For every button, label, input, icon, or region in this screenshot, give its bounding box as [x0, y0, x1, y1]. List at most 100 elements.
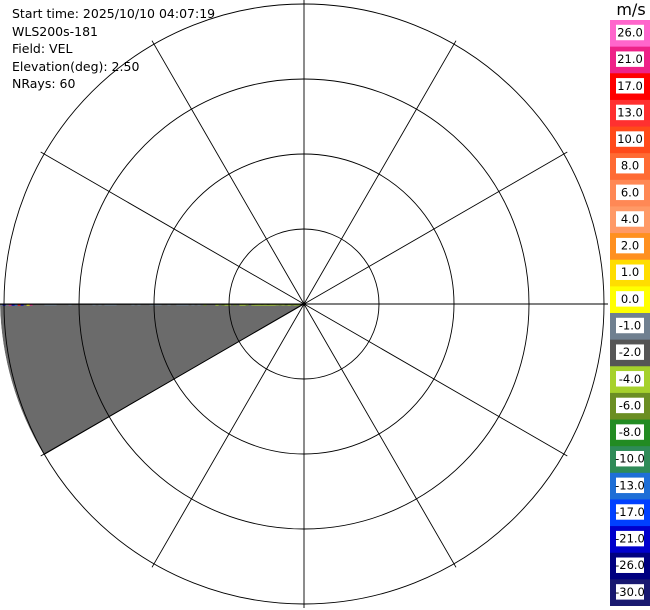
velocity-gate — [55, 239, 58, 242]
velocity-gate — [113, 213, 116, 216]
velocity-gate — [242, 286, 245, 289]
velocity-gate — [92, 298, 95, 301]
velocity-gate — [9, 285, 12, 288]
velocity-gate — [156, 291, 159, 294]
velocity-gate — [86, 221, 89, 224]
velocity-gate — [37, 208, 40, 211]
velocity-gate — [33, 164, 36, 167]
velocity-gate — [55, 257, 58, 260]
velocity-gate — [78, 210, 81, 213]
velocity-gate — [213, 261, 216, 264]
velocity-gate — [43, 201, 46, 204]
velocity-gate — [205, 263, 208, 266]
velocity-gate — [87, 228, 90, 231]
velocity-gate — [65, 236, 68, 239]
velocity-gate — [139, 244, 142, 247]
velocity-gate — [147, 225, 150, 228]
velocity-gate — [208, 257, 211, 260]
velocity-gate — [65, 210, 68, 213]
velocity-gate — [131, 249, 134, 252]
velocity-gate — [165, 250, 168, 253]
velocity-gate — [270, 300, 273, 303]
velocity-gate — [116, 299, 119, 302]
velocity-gate — [206, 301, 209, 304]
velocity-gate — [57, 232, 60, 235]
velocity-gate — [56, 147, 59, 150]
velocity-gate — [39, 297, 42, 300]
velocity-gate — [100, 191, 103, 194]
velocity-gate — [207, 258, 210, 261]
velocity-gate — [291, 300, 294, 303]
velocity-gate — [101, 253, 104, 256]
velocity-gate — [133, 200, 136, 203]
velocity-gate — [124, 224, 127, 227]
velocity-gate — [30, 281, 33, 284]
velocity-gate — [62, 248, 65, 251]
velocity-gate — [70, 230, 73, 233]
velocity-gate — [30, 294, 33, 297]
velocity-gate — [69, 161, 72, 164]
velocity-gate — [192, 242, 195, 245]
velocity-gate — [155, 210, 158, 213]
velocity-gate — [180, 221, 183, 224]
velocity-gate — [110, 304, 114, 306]
velocity-gate — [195, 249, 198, 252]
velocity-gate — [173, 247, 176, 250]
velocity-gate — [125, 223, 128, 226]
velocity-gate — [124, 281, 127, 284]
colorbar-tick-label: -26.0 — [615, 558, 645, 572]
velocity-gate — [138, 286, 141, 289]
velocity-gate — [291, 299, 294, 302]
velocity-gate — [92, 215, 95, 218]
velocity-gate — [267, 287, 270, 290]
velocity-gate — [17, 247, 20, 250]
velocity-gate — [204, 298, 207, 301]
velocity-gate — [242, 300, 245, 303]
velocity-gate — [36, 220, 39, 223]
velocity-gate — [98, 171, 101, 174]
velocity-gate — [185, 250, 188, 253]
velocity-gate — [81, 289, 84, 292]
velocity-gate — [153, 270, 156, 273]
velocity-gate — [48, 221, 51, 224]
velocity-gate — [64, 141, 67, 144]
velocity-gate — [75, 286, 78, 289]
velocity-gate — [45, 180, 48, 183]
velocity-gate — [267, 298, 270, 301]
velocity-gate — [279, 299, 282, 302]
velocity-gate — [175, 236, 178, 239]
velocity-gate — [171, 289, 174, 292]
velocity-gate — [249, 296, 252, 299]
velocity-gate — [109, 229, 112, 232]
velocity-gate — [93, 292, 96, 295]
velocity-gate — [58, 168, 61, 171]
velocity-gate — [36, 179, 39, 182]
velocity-gate — [145, 252, 148, 255]
velocity-gate — [176, 263, 179, 266]
velocity-gate — [116, 221, 119, 224]
velocity-gate — [80, 228, 83, 231]
velocity-gate — [144, 285, 147, 288]
velocity-gate — [103, 180, 106, 183]
velocity-gate — [70, 178, 73, 181]
velocity-gate — [39, 232, 42, 235]
velocity-gate — [208, 288, 211, 291]
velocity-gate — [252, 296, 255, 299]
velocity-gate — [214, 273, 217, 276]
velocity-gate — [35, 213, 38, 216]
velocity-gate — [134, 239, 137, 242]
velocity-gate — [80, 197, 83, 200]
colorbar-tick-label: 1.0 — [621, 265, 639, 279]
velocity-gate — [122, 275, 125, 278]
colorbar-tick-label: -13.0 — [615, 478, 645, 492]
velocity-gate — [104, 218, 107, 221]
velocity-gate — [169, 241, 172, 244]
velocity-gate — [38, 235, 41, 238]
velocity-gate — [28, 275, 31, 278]
velocity-gate — [199, 247, 202, 250]
velocity-gate — [190, 245, 193, 248]
velocity-gate — [224, 281, 227, 284]
velocity-gate — [202, 283, 205, 286]
velocity-gate — [101, 172, 104, 175]
velocity-gate — [62, 268, 65, 271]
